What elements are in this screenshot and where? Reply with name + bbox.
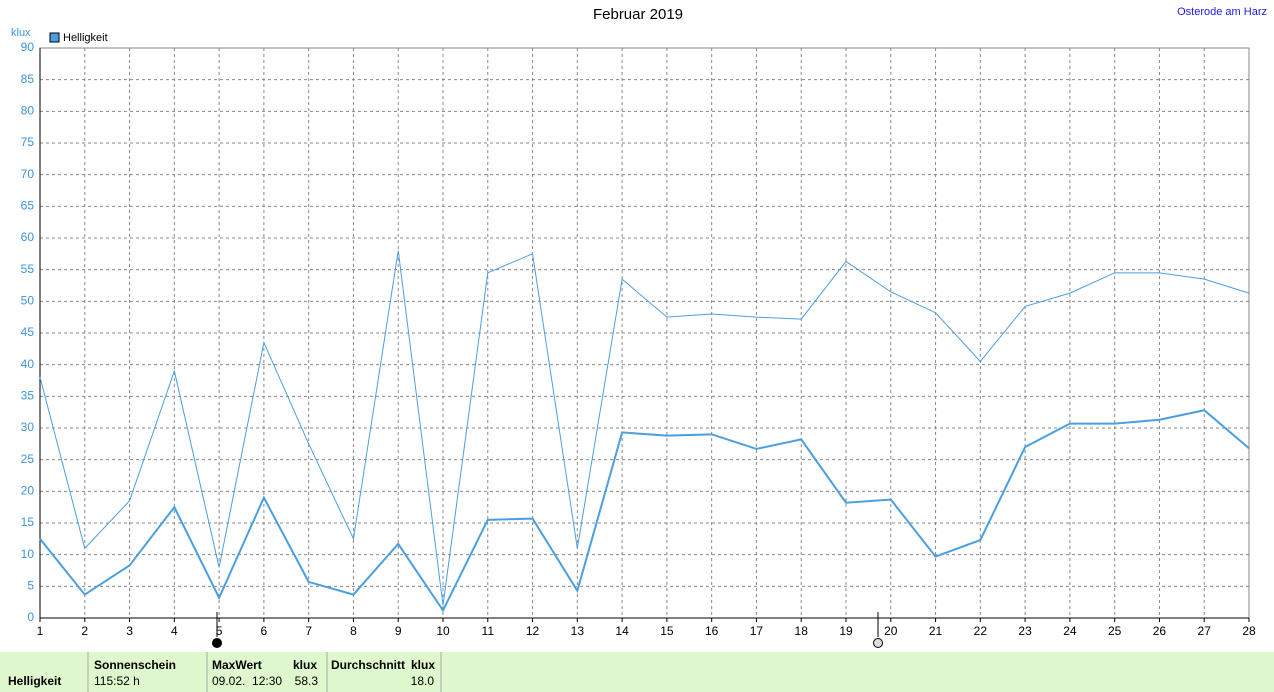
summary-header: MaxWert — [212, 658, 262, 672]
x-tick-label: 5 — [216, 624, 223, 638]
y-tick-label: 0 — [27, 610, 34, 624]
y-tick-label: 65 — [21, 199, 35, 213]
x-tick-label: 2 — [81, 624, 88, 638]
legend-swatch — [49, 32, 60, 43]
x-tick-label: 16 — [705, 624, 719, 638]
x-tick-label: 27 — [1198, 624, 1212, 638]
x-tick-label: 8 — [350, 624, 357, 638]
x-tick-label: 12 — [526, 624, 540, 638]
y-tick-label: 90 — [21, 40, 35, 54]
x-tick-label: 28 — [1242, 624, 1256, 638]
x-tick-label: 21 — [929, 624, 943, 638]
data-line — [39, 250, 1250, 606]
y-unit: klux — [11, 27, 31, 39]
x-tick-label: 14 — [615, 624, 629, 638]
y-tick-label: 75 — [21, 135, 35, 149]
y-tick-label: 30 — [21, 420, 35, 434]
x-tick-label: 23 — [1018, 624, 1032, 638]
x-tick-label: 13 — [571, 624, 585, 638]
x-tick-label: 17 — [750, 624, 764, 638]
x-tick-label: 22 — [974, 624, 988, 638]
y-tick-label: 50 — [21, 294, 35, 308]
y-tick-label: 55 — [21, 262, 35, 276]
data-line — [39, 409, 1250, 613]
x-tick-label: 10 — [436, 624, 450, 638]
y-tick-label: 70 — [21, 167, 35, 181]
summary-unit: klux — [411, 658, 435, 672]
y-tick-label: 85 — [21, 72, 35, 86]
x-tick-label: 9 — [395, 624, 402, 638]
x-tick-label: 19 — [839, 624, 853, 638]
summary-header: Durchschnitt — [331, 658, 405, 672]
y-tick-label: 5 — [27, 579, 34, 593]
full-moon-icon — [873, 638, 883, 648]
x-tick-label: 18 — [795, 624, 809, 638]
y-tick-label: 10 — [21, 547, 35, 561]
x-tick-label: 25 — [1108, 624, 1122, 638]
x-tick-label: 7 — [305, 624, 312, 638]
x-tick-label: 20 — [884, 624, 898, 638]
summary-value: 18.0 — [411, 674, 435, 688]
summary-value: 115:52 h — [94, 674, 140, 688]
x-tick-label: 11 — [482, 624, 495, 638]
y-tick-label: 80 — [21, 104, 35, 118]
x-tick-label: 1 — [37, 624, 44, 638]
x-tick-label: 3 — [126, 624, 133, 638]
chart-title: Februar 2019 — [593, 6, 683, 23]
x-tick-label: 26 — [1153, 624, 1167, 638]
plot-frame — [39, 47, 1250, 619]
summary-panel — [0, 652, 1274, 692]
summary-header: Sonnenschein — [94, 658, 176, 672]
y-tick-label: 20 — [21, 484, 35, 498]
x-tick-label: 6 — [261, 624, 268, 638]
location: Osterode am Harz — [1177, 6, 1267, 18]
y-tick-label: 25 — [21, 452, 35, 466]
y-tick-label: 40 — [21, 357, 35, 371]
summary-unit: klux — [293, 658, 317, 672]
y-tick-label: 45 — [21, 325, 35, 339]
summary-value: 58.3 — [295, 674, 319, 688]
y-tick-label: 35 — [21, 389, 35, 403]
x-tick-label: 24 — [1063, 624, 1077, 638]
legend-label: Helligkeit — [63, 32, 108, 44]
y-tick-label: 15 — [21, 515, 35, 529]
summary-row-label: Helligkeit — [8, 674, 61, 688]
x-tick-label: 4 — [171, 624, 178, 638]
y-tick-label: 60 — [21, 230, 35, 244]
new-moon-icon — [212, 638, 222, 648]
x-tick-label: 15 — [660, 624, 674, 638]
summary-time: 09.02. 12:30 — [212, 674, 282, 688]
